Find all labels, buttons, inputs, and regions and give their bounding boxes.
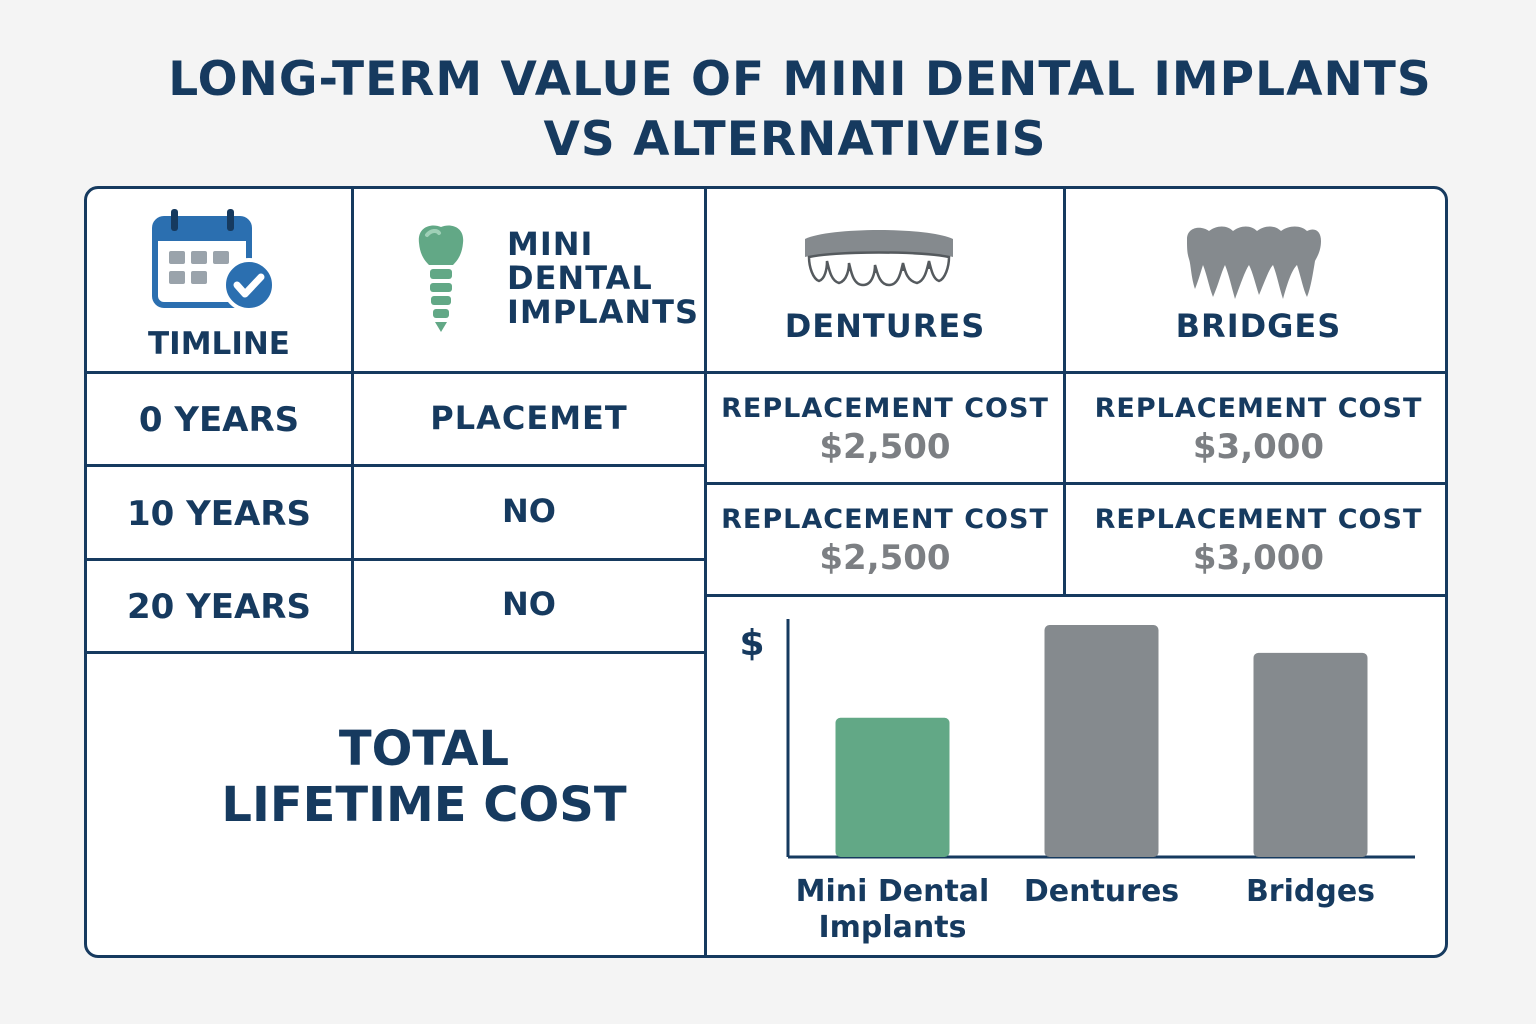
title-line-2: VS ALTERNATIVEIS: [543, 112, 1047, 167]
bridges-replacement-value: $3,000: [1192, 538, 1325, 578]
dentures-replacement-value: $2,500: [819, 538, 951, 578]
dentures-replacement-label: REPLACEMENT COST: [721, 504, 1049, 535]
dental-implant-icon: [418, 225, 464, 332]
divider: [707, 482, 1445, 485]
divider: [87, 371, 1445, 374]
total-cost-line-1: TOTAL: [338, 721, 510, 777]
y-axis-label: $: [739, 623, 764, 664]
implants-header-line-3: IMPLANTS: [507, 293, 700, 331]
dental-bridge-icon: [1187, 226, 1321, 299]
bar: [1044, 625, 1159, 857]
row-implants-0: PLACEMET: [430, 399, 628, 437]
divider: [87, 558, 707, 561]
bridges-replacement-label: REPLACEMENT COST: [1094, 393, 1423, 424]
divider: [1063, 189, 1066, 594]
timeline-header: TIMLINE: [148, 326, 290, 362]
dentures-replacement-value: $2,500: [819, 427, 951, 467]
bridges-header: BRIDGES: [1175, 307, 1342, 345]
x-tick-label: Mini Dental: [796, 874, 990, 909]
comparison-table: TIMLINE MINI DENTAL IMPLANTS DENTURES BR…: [84, 186, 1448, 958]
page-title: LONG-TERM VALUE OF MINI DENTAL IMPLANTS …: [0, 50, 1536, 170]
row-implants-1: NO: [502, 492, 556, 530]
row-period-1: 10 YEARS: [127, 494, 311, 534]
row-period-2: 20 YEARS: [127, 587, 311, 627]
calendar-check-icon: [152, 209, 276, 312]
implants-header-line-1: MINI: [507, 225, 594, 263]
divider: [87, 651, 707, 654]
divider: [704, 189, 707, 955]
total-cost-line-2: LIFETIME COST: [221, 777, 627, 833]
row-period-0: 0 YEARS: [138, 400, 300, 440]
divider: [87, 464, 707, 467]
title-line-1: LONG-TERM VALUE OF MINI DENTAL IMPLANTS: [168, 52, 1432, 107]
x-tick-label: Bridges: [1246, 874, 1375, 909]
dentures-icon: [805, 230, 953, 287]
bridges-replacement-value: $3,000: [1192, 427, 1325, 467]
implants-header-line-2: DENTAL: [507, 259, 653, 297]
divider: [351, 189, 354, 651]
divider: [707, 594, 1445, 597]
bridges-replacement-label: REPLACEMENT COST: [1094, 504, 1423, 535]
bar: [835, 717, 950, 857]
x-tick-label: Implants: [819, 910, 967, 945]
row-implants-2: NO: [502, 585, 556, 623]
dentures-replacement-label: REPLACEMENT COST: [721, 393, 1049, 424]
x-tick-label: Dentures: [1024, 874, 1179, 909]
dentures-header: DENTURES: [784, 307, 986, 345]
bar: [1253, 652, 1368, 857]
